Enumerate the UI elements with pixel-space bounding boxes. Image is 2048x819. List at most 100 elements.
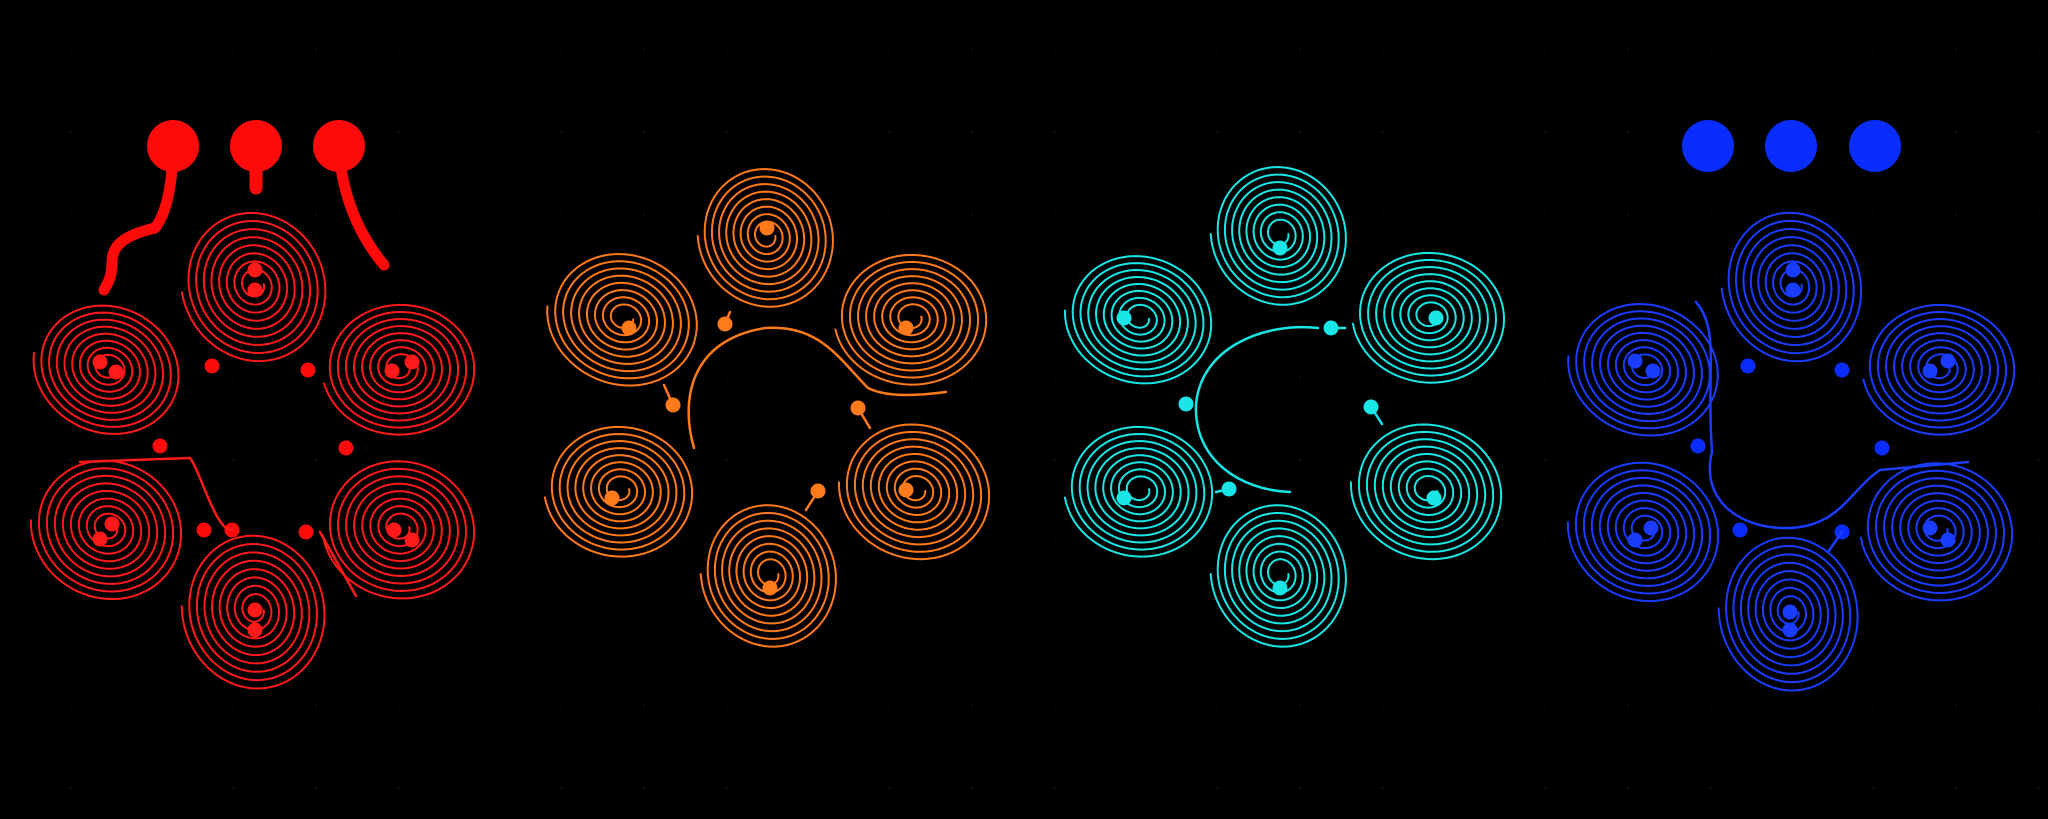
grid-dot	[643, 459, 645, 461]
grid-dot	[1381, 295, 1383, 297]
grid-dot	[397, 623, 399, 625]
grid-dot	[1545, 459, 1547, 461]
grid-dot	[1299, 377, 1301, 379]
coil-trace	[834, 254, 988, 386]
grid-dot	[725, 49, 727, 51]
grid-dot	[725, 705, 727, 707]
grid-dot	[2037, 623, 2039, 625]
grid-dot	[479, 377, 481, 379]
coil-trace	[1862, 304, 2016, 436]
spiral-coil	[1209, 166, 1347, 306]
grid-dot	[807, 49, 809, 51]
grid-dot	[725, 541, 727, 543]
grid-dot	[1381, 213, 1383, 215]
spiral-coil	[546, 253, 698, 387]
grid-dot	[151, 295, 153, 297]
layer-3-cyan-coil-array	[1063, 166, 1505, 648]
spiral-coil	[180, 534, 326, 690]
grid-dot	[1791, 541, 1793, 543]
grid-dot	[479, 705, 481, 707]
grid-dot	[1873, 787, 1875, 789]
grid-dot	[971, 787, 973, 789]
grid-dot	[1135, 787, 1137, 789]
grid-dot	[1873, 377, 1875, 379]
grid-dot	[1955, 49, 1957, 51]
grid-dot	[561, 459, 563, 461]
grid-dot	[1381, 131, 1383, 133]
coil-trace	[180, 534, 326, 690]
coil-trace	[837, 423, 991, 561]
connector-pad	[1682, 120, 1734, 172]
grid-dot	[1709, 49, 1711, 51]
grid-dot	[643, 213, 645, 215]
grid-dot	[1791, 705, 1793, 707]
via-pad	[1627, 532, 1643, 548]
grid-dot	[1873, 459, 1875, 461]
via-pad	[762, 580, 778, 596]
grid-dot	[1463, 131, 1465, 133]
grid-dot	[971, 623, 973, 625]
grid-dot	[807, 705, 809, 707]
grid-dot	[1955, 131, 1957, 133]
via-pad	[1940, 353, 1956, 369]
grid-dot	[1053, 459, 1055, 461]
spiral-coil	[543, 425, 694, 558]
grid-dot	[1299, 623, 1301, 625]
grid-dot	[1053, 705, 1055, 707]
grid-dot	[1545, 213, 1547, 215]
spiral-coil	[834, 254, 988, 386]
grid-dot	[1709, 295, 1711, 297]
via-pad	[92, 354, 108, 370]
grid-dot	[479, 787, 481, 789]
grid-dot	[1135, 213, 1137, 215]
grid-dot	[889, 787, 891, 789]
grid-dot	[2037, 213, 2039, 215]
grid-dot	[69, 213, 71, 215]
grid-dot	[69, 49, 71, 51]
grid-dot	[151, 787, 153, 789]
grid-dot	[397, 787, 399, 789]
layer-1-red-coil-array	[29, 120, 476, 690]
grid-dot	[1627, 131, 1629, 133]
via-pad	[384, 363, 400, 379]
grid-dot	[1299, 787, 1301, 789]
grid-dot	[1791, 49, 1793, 51]
connecting-trace	[333, 144, 390, 271]
via-pad	[1922, 520, 1938, 536]
spiral-coil	[696, 168, 834, 308]
grid-dot	[397, 295, 399, 297]
grid-dot	[397, 131, 399, 133]
grid-dot	[1873, 541, 1875, 543]
grid-dot	[1627, 459, 1629, 461]
connecting-trace	[1708, 450, 1970, 530]
grid-dot	[233, 295, 235, 297]
grid-dot	[1545, 787, 1547, 789]
grid-dot	[889, 131, 891, 133]
grid-dot	[233, 377, 235, 379]
grid-dot	[1627, 787, 1629, 789]
grid-dot	[1135, 49, 1137, 51]
grid-dot	[397, 541, 399, 543]
connecting-trace	[1194, 325, 1320, 494]
grid-dot	[1135, 459, 1137, 461]
connector-pad	[1849, 120, 1901, 172]
via-pad	[1272, 240, 1288, 256]
grid-dot	[889, 705, 891, 707]
coil-trace	[1351, 251, 1505, 384]
grid-dot	[1053, 377, 1055, 379]
grid-dot	[1873, 705, 1875, 707]
grid-dot	[561, 787, 563, 789]
grid-dot	[889, 459, 891, 461]
via-pad	[898, 482, 914, 498]
via-pad	[338, 440, 354, 456]
grid-dot	[807, 787, 809, 789]
spiral-coil	[1859, 462, 2014, 602]
grid-dot	[315, 213, 317, 215]
grid-dot	[725, 295, 727, 297]
grid-dot	[1299, 295, 1301, 297]
spiral-coil	[1349, 423, 1503, 561]
grid-dot	[1217, 49, 1219, 51]
grid-dot	[479, 623, 481, 625]
